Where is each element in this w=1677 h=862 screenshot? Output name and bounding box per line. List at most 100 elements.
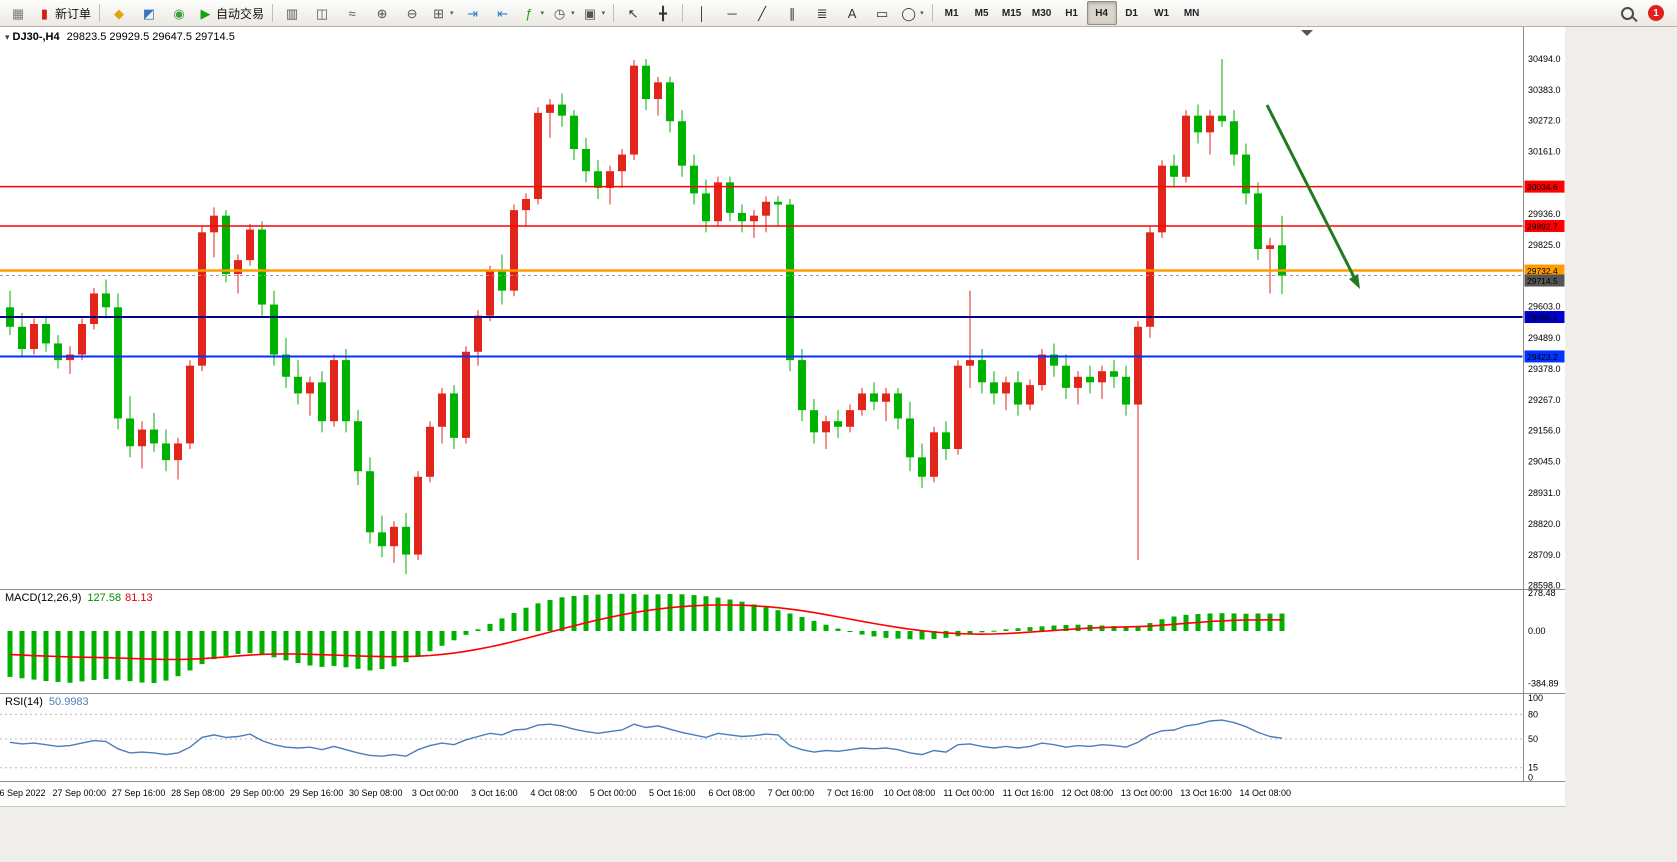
timeframe-m15-button[interactable]: M15 — [1001, 7, 1022, 19]
search-button[interactable] — [1612, 1, 1642, 25]
auto-scroll-icon: ⇥ — [467, 5, 478, 21]
fibonacci-icon: ≣ — [816, 5, 828, 21]
crosshair-button[interactable]: ╋ — [648, 1, 678, 25]
time-axis: 26 Sep 2022 27 Sep 00:00 27 Sep 16:00 28 Se… — [0, 788, 1291, 798]
auto-scroll-button[interactable]: ⇥ — [458, 1, 488, 25]
horizontal-line-button[interactable]: ─ — [717, 1, 747, 25]
templates-button[interactable]: ▣ ▾ — [579, 1, 610, 25]
candlestick-chart-button[interactable]: ◫ — [307, 1, 337, 25]
label-button[interactable]: ▭ — [867, 1, 897, 25]
trendline-button[interactable]: ╱ — [747, 1, 777, 25]
label-icon: ▭ — [875, 5, 889, 21]
channel-button[interactable]: ∥ — [777, 1, 807, 25]
line-chart-icon: ≈ — [348, 5, 356, 21]
price-axis-label: 30494.0 — [1528, 54, 1561, 64]
price-tag-label: 29732.4 — [1527, 266, 1558, 276]
chart-area[interactable]: 30494.0 30383.0 30272.0 30161.0 29936.0 29825… — [0, 27, 1565, 806]
price-tag[interactable] — [1524, 264, 1565, 277]
zoom-in-icon: ⊕ — [376, 5, 388, 21]
timeframe-m30-button[interactable]: M30 — [1031, 7, 1052, 19]
rsi-axis-label: 15 — [1528, 763, 1538, 773]
mini-chart-icon: ▦ — [11, 5, 25, 21]
new-order-button-label: 新订单 — [55, 6, 92, 21]
zoom-out-icon: ⊖ — [406, 5, 418, 21]
time-axis-label: 13 Oct 00:00 — [1121, 788, 1173, 798]
bar-chart-icon: ▥ — [285, 5, 299, 21]
toolbar-separator — [931, 4, 933, 22]
horizontal-lines-layer[interactable] — [0, 185, 1523, 358]
channel-icon: ∥ — [788, 5, 796, 21]
chart-shift-marker[interactable] — [1301, 30, 1313, 36]
time-axis-label: 13 Oct 16:00 — [1180, 788, 1232, 798]
price-axis-label: 29045.0 — [1528, 457, 1561, 467]
vertical-line-icon: │ — [698, 5, 707, 21]
cursor-icon: ↖ — [627, 5, 639, 21]
periods-button[interactable]: ◷ ▾ — [548, 1, 579, 25]
text-button[interactable]: A — [837, 1, 867, 25]
time-axis-label: 11 Oct 16:00 — [1003, 788, 1054, 798]
dropdown-arrow-icon[interactable]: ▾ — [540, 10, 545, 17]
price-axis: 30494.0 30383.0 30272.0 30161.0 29936.0 29825… — [1528, 54, 1561, 591]
timeframe-d1-button[interactable]: D1 — [1125, 7, 1138, 19]
price-tag[interactable] — [1524, 220, 1565, 233]
data-window-button[interactable]: ◉ — [164, 1, 194, 25]
price-axis-label: 29267.0 — [1528, 395, 1561, 405]
price-axis-label: 28931.0 — [1528, 488, 1561, 498]
toolbar-separator — [272, 4, 274, 22]
market-watch-icon: ◩ — [142, 5, 156, 21]
timeframe-w1-button[interactable]: W1 — [1154, 7, 1170, 19]
market-watch-button[interactable]: ◩ — [134, 1, 164, 25]
price-tag-label: 29565.1 — [1527, 313, 1558, 323]
metaeditor-button[interactable]: ◆ — [104, 1, 134, 25]
bar-chart-button[interactable]: ▥ — [277, 1, 307, 25]
dropdown-arrow-icon[interactable]: ▾ — [601, 10, 606, 17]
fibonacci-button[interactable]: ≣ — [807, 1, 837, 25]
chart-window-button[interactable]: ▦ — [3, 1, 33, 25]
price-tag[interactable] — [1524, 180, 1565, 193]
chart-canvas[interactable]: 30494.0 30383.0 30272.0 30161.0 29936.0 29825… — [0, 27, 1565, 806]
dropdown-arrow-icon[interactable]: ▾ — [920, 10, 924, 17]
time-axis-label: 30 Sep 08:00 — [349, 788, 403, 798]
time-axis-label: 27 Sep 00:00 — [53, 788, 107, 798]
time-axis-label: 3 Oct 16:00 — [471, 788, 518, 798]
autotrade-button-label: 自动交易 — [216, 6, 265, 21]
trend-arrow-line[interactable] — [1265, 104, 1356, 278]
rsi-axis-label: 50 — [1528, 734, 1538, 744]
window-bottom-strip — [0, 806, 1565, 862]
timeframe-m1-button[interactable]: M1 — [944, 7, 959, 19]
indicators-button[interactable]: ƒ ▾ — [518, 1, 549, 25]
zoom-in-button[interactable]: ⊕ — [367, 1, 397, 25]
price-tag[interactable] — [1524, 274, 1565, 287]
dropdown-arrow-icon[interactable]: ▾ — [571, 10, 575, 17]
cursor-button[interactable]: ↖ — [618, 1, 648, 25]
window-background — [1565, 27, 1677, 861]
timeframe-m5-button[interactable]: M5 — [974, 7, 989, 19]
notifications-badge[interactable]: 1 — [1648, 5, 1664, 21]
line-chart-button[interactable]: ≈ — [337, 1, 367, 25]
indicators-icon: ƒ — [525, 5, 533, 21]
zoom-out-button[interactable]: ⊖ — [397, 1, 427, 25]
search-icon — [1620, 6, 1634, 20]
autotrade-button[interactable]: ▶ 自动交易 — [194, 1, 268, 25]
macd-signal-line — [9, 604, 1283, 661]
time-axis-label: 12 Oct 08:00 — [1062, 788, 1114, 798]
tile-windows-button[interactable]: ⊞ ▾ — [427, 1, 458, 25]
shapes-button[interactable]: ◯ ▾ — [897, 1, 928, 25]
vertical-line-button[interactable]: │ — [687, 1, 717, 25]
time-axis-label: 11 Oct 00:00 — [943, 788, 994, 798]
macd-axis-label: -384.89 — [1528, 679, 1559, 689]
price-tag[interactable] — [1524, 311, 1565, 324]
toolbar: ▦ ▮ 新订单 ◆ ◩ ◉ ▶ 自动交易 ▥ ◫ ≈ ⊕ ⊖ ⊞ ▾ ⇥ ⇤ ƒ ▾ ◷ ▾ ▣ ▾ ↖ ╋ │ ─ ╱ ∥ ≣ A ▭ ◯ ▾ M… — [0, 0, 1677, 27]
timeframe-mn-button[interactable]: MN — [1183, 7, 1200, 19]
separators[interactable] — [0, 27, 1565, 782]
data-window-icon: ◉ — [173, 5, 185, 21]
time-axis-label: 29 Sep 16:00 — [290, 788, 344, 798]
price-tag[interactable] — [1524, 350, 1565, 363]
timeframe-h4-button[interactable]: H4 — [1086, 1, 1117, 25]
annotations-layer[interactable] — [1265, 104, 1360, 289]
timeframe-h1-button[interactable]: H1 — [1065, 7, 1078, 19]
new-order-button[interactable]: ▮ 新订单 — [33, 1, 95, 25]
dropdown-arrow-icon[interactable]: ▾ — [450, 10, 454, 17]
chart-shift-button[interactable]: ⇤ — [488, 1, 518, 25]
